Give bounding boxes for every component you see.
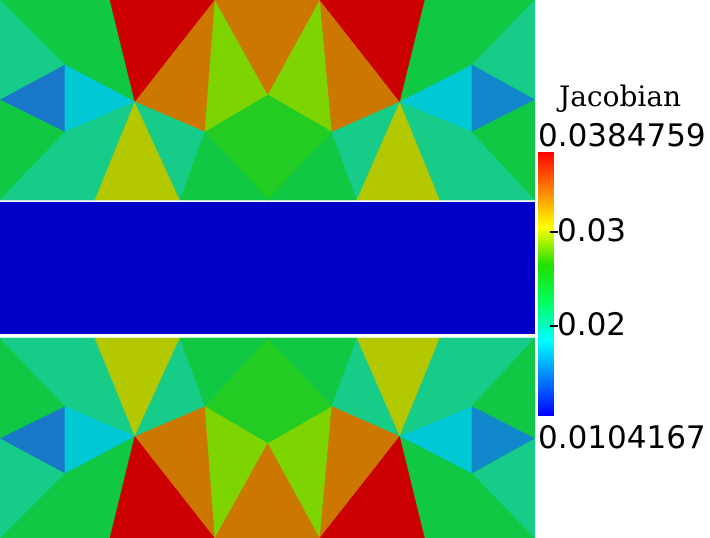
mesh-element — [179, 131, 269, 201]
mesh-viewport[interactable] — [0, 0, 535, 538]
scalar-bar-tick-label: 0.03 — [557, 212, 627, 249]
mesh-element — [471, 99, 535, 201]
scalar-bar-tick-mark — [550, 230, 558, 233]
scalar-bar-gradient — [538, 152, 554, 416]
scalar-bar: Jacobian 0.0384759 0.03 0.02 0.0104167 — [535, 0, 710, 538]
scalar-bar-min-label: 0.0104167 — [538, 420, 706, 456]
scalar-bar-title: Jacobian — [559, 80, 682, 113]
mesh-low-jacobian-band — [0, 202, 535, 334]
mesh-element — [179, 337, 269, 407]
scalar-bar-tick-label: 0.02 — [557, 306, 627, 343]
mesh-element — [471, 337, 535, 439]
scalar-bar-tick-mark — [550, 324, 558, 327]
mesh-element — [0, 337, 96, 407]
scalar-bar-max-label: 0.0384759 — [538, 118, 706, 154]
mesh-plot — [0, 0, 535, 538]
mesh-element — [0, 131, 96, 201]
